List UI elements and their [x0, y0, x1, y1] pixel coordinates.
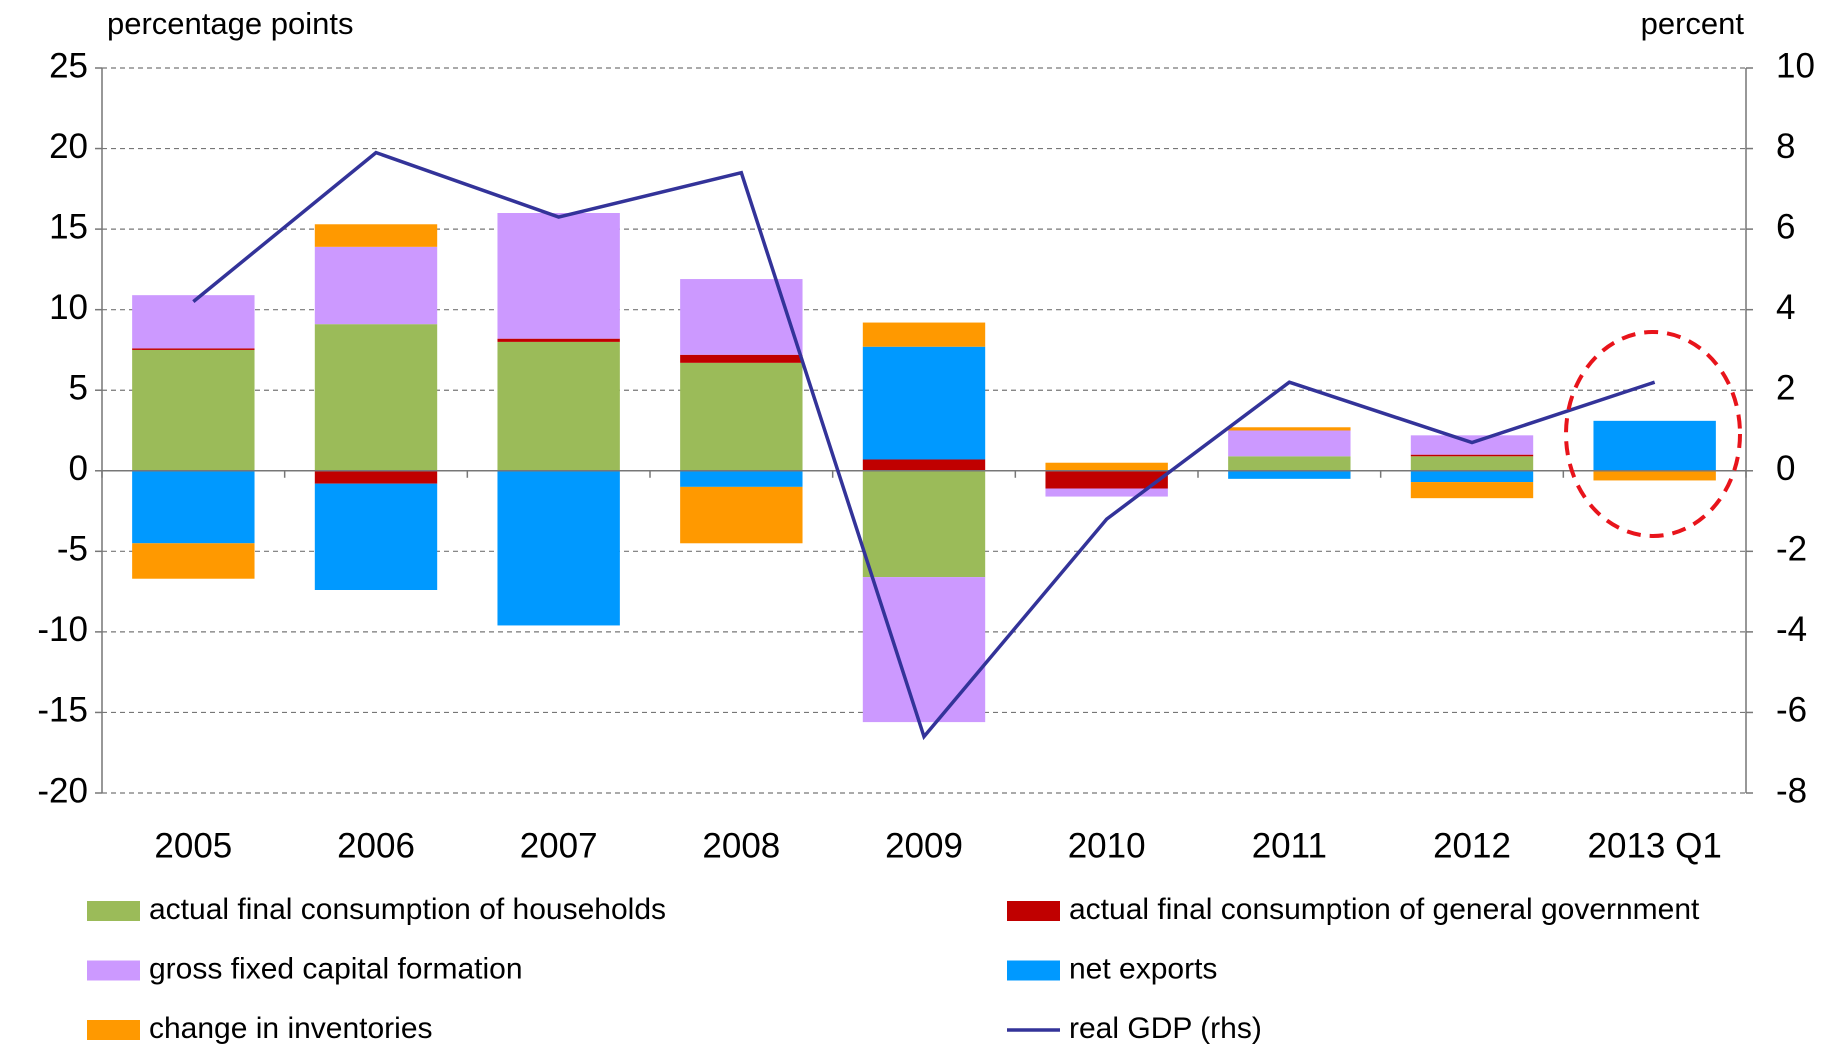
legend-label: gross fixed capital formation	[149, 952, 523, 985]
y-tick-label: -10	[37, 610, 88, 649]
bar-segment	[132, 543, 255, 579]
legend-swatch	[87, 1020, 140, 1040]
bar-segment	[314, 224, 438, 247]
legend-label: net exports	[1069, 952, 1217, 985]
bar-segment	[680, 486, 803, 544]
bar-segment	[314, 483, 438, 590]
bar-segment	[1410, 454, 1534, 457]
bar-segment	[1045, 462, 1168, 471]
bar-segment	[497, 470, 620, 626]
y-tick-label: 25	[49, 46, 88, 85]
y-axis-title: percentage points	[107, 6, 353, 41]
y2-axis-title: percent	[1641, 6, 1745, 41]
y2-tick-label: -2	[1776, 530, 1807, 569]
legend-swatch	[1007, 960, 1060, 981]
legend-label: change in inventories	[149, 1012, 433, 1045]
bar-segment	[1593, 420, 1716, 471]
bar-segment	[132, 348, 255, 350]
x-tick-label: 2005	[154, 826, 232, 865]
x-tick-label: 2013 Q1	[1588, 826, 1722, 865]
x-tick-label: 2008	[702, 826, 780, 865]
highlight-circle	[1564, 330, 1742, 538]
bar-segment	[680, 279, 803, 355]
x-tick-label: 2010	[1068, 826, 1146, 865]
bar-segment	[1228, 430, 1351, 457]
legend-swatch	[1007, 901, 1060, 921]
y2-tick-label: 10	[1776, 46, 1815, 85]
bar-segment	[862, 470, 986, 578]
x-tick-label: 2007	[520, 826, 598, 865]
bar-segment	[1593, 470, 1716, 481]
y-tick-label: 5	[69, 368, 88, 407]
bar-segment	[862, 346, 986, 460]
bar-segment	[314, 246, 438, 325]
bar-segment	[1228, 456, 1351, 471]
y-tick-label: -15	[37, 691, 88, 730]
y-tick-label: -5	[57, 530, 88, 569]
y-tick-label: 20	[49, 127, 88, 166]
y2-tick-label: 2	[1776, 368, 1795, 407]
x-tick-label: 2011	[1252, 826, 1327, 865]
bar-segment	[1410, 482, 1534, 499]
bar-segment	[1410, 470, 1534, 483]
y2-tick-label: 4	[1776, 288, 1795, 327]
bar-segment	[862, 459, 986, 471]
bar-segment	[132, 349, 255, 471]
legend-label: actual final consumption of households	[149, 893, 666, 926]
bar-segment	[497, 338, 620, 342]
bar-segment	[314, 324, 438, 471]
legend-label: real GDP (rhs)	[1069, 1012, 1262, 1045]
bar-segment	[680, 354, 803, 363]
y2-tick-label: 8	[1776, 127, 1795, 166]
y-tick-label: 0	[69, 449, 88, 488]
bar-segment	[1045, 470, 1168, 489]
legend-label: actual final consumption of general gove…	[1069, 893, 1700, 926]
x-tick-label: 2012	[1433, 826, 1511, 865]
x-tick-label: 2006	[337, 826, 415, 865]
bar-segment	[497, 213, 620, 339]
bar-segment	[1410, 435, 1534, 455]
y2-tick-label: -8	[1776, 771, 1807, 810]
legend-swatch	[87, 960, 140, 981]
bar-segment	[862, 322, 986, 347]
y-tick-label: 15	[49, 207, 88, 246]
gdp-line	[192, 150, 1656, 741]
y-tick-label: 10	[49, 288, 88, 327]
bar-segment	[497, 341, 620, 471]
bar-segment	[680, 470, 803, 487]
x-tick-label: 2009	[885, 826, 963, 865]
bar-segment	[1228, 470, 1351, 479]
y-tick-label: -20	[37, 771, 88, 810]
y2-tick-label: -6	[1776, 691, 1807, 730]
y2-tick-label: -4	[1776, 610, 1807, 649]
bar-segment	[680, 362, 803, 471]
bar-segment	[132, 470, 255, 544]
bar-segment	[862, 577, 986, 723]
bar-segment	[1045, 488, 1168, 497]
legend-swatch	[87, 901, 140, 921]
bar-segment	[1228, 427, 1351, 431]
y2-tick-label: 6	[1776, 207, 1795, 246]
y2-tick-label: 0	[1776, 449, 1795, 488]
bar-segment	[314, 470, 438, 484]
bar-segment	[132, 295, 255, 349]
bar-segment	[1410, 456, 1534, 471]
